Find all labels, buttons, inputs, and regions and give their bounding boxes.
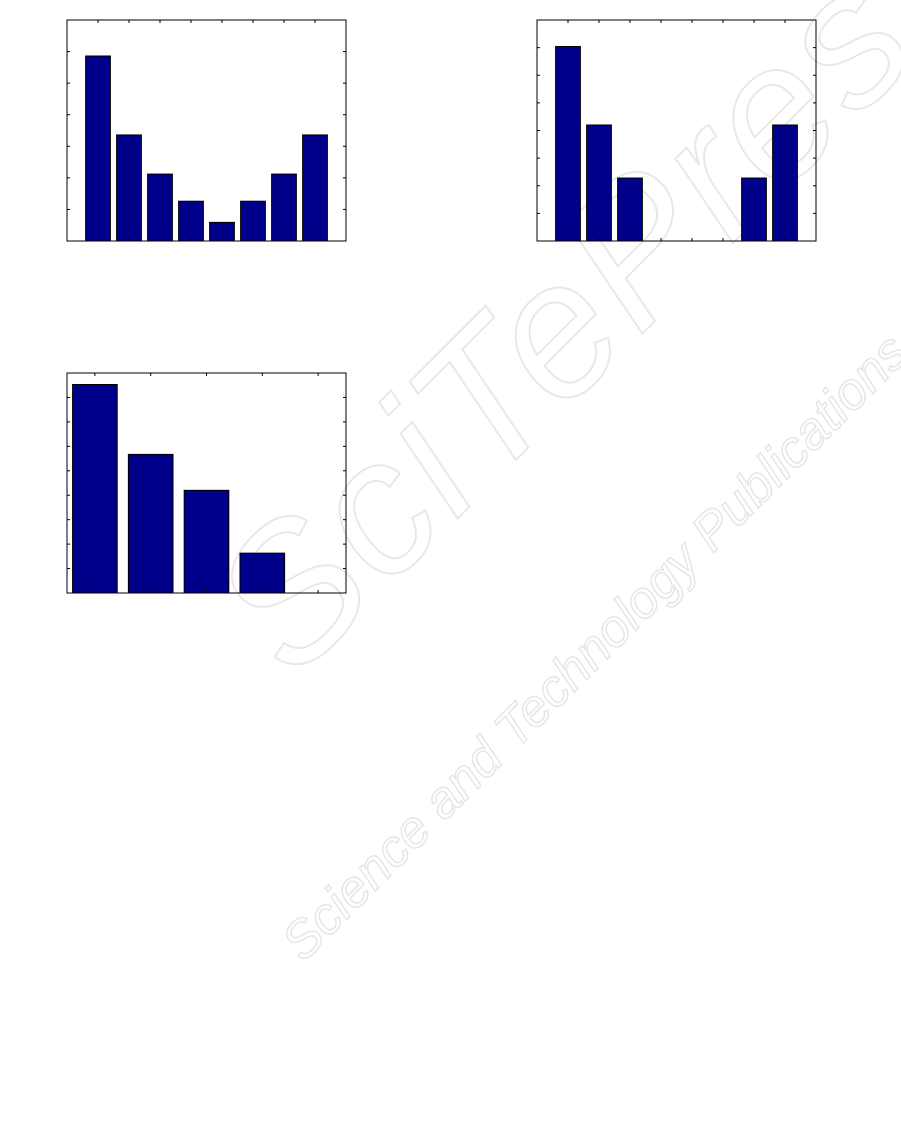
plot-frame bbox=[536, 19, 817, 242]
bar bbox=[72, 383, 118, 594]
bar bbox=[555, 46, 581, 242]
bar bbox=[147, 173, 173, 242]
bar bbox=[183, 489, 230, 594]
bar bbox=[741, 177, 767, 242]
plot-frame bbox=[66, 19, 347, 242]
watermark-tagline: Science and Technology Publications bbox=[270, 322, 901, 972]
bar-chart-3 bbox=[66, 372, 347, 594]
bar bbox=[617, 177, 643, 242]
bar-chart-2 bbox=[536, 19, 817, 242]
bar bbox=[240, 200, 266, 242]
bar bbox=[239, 552, 286, 594]
bar bbox=[85, 55, 111, 242]
bar bbox=[586, 124, 612, 242]
bar bbox=[116, 134, 142, 242]
bar bbox=[772, 124, 798, 242]
bar bbox=[127, 453, 174, 594]
bar bbox=[271, 173, 297, 242]
bar-chart-1 bbox=[66, 19, 347, 242]
plot-frame bbox=[66, 372, 347, 594]
bar bbox=[178, 200, 204, 242]
bar bbox=[302, 134, 328, 242]
